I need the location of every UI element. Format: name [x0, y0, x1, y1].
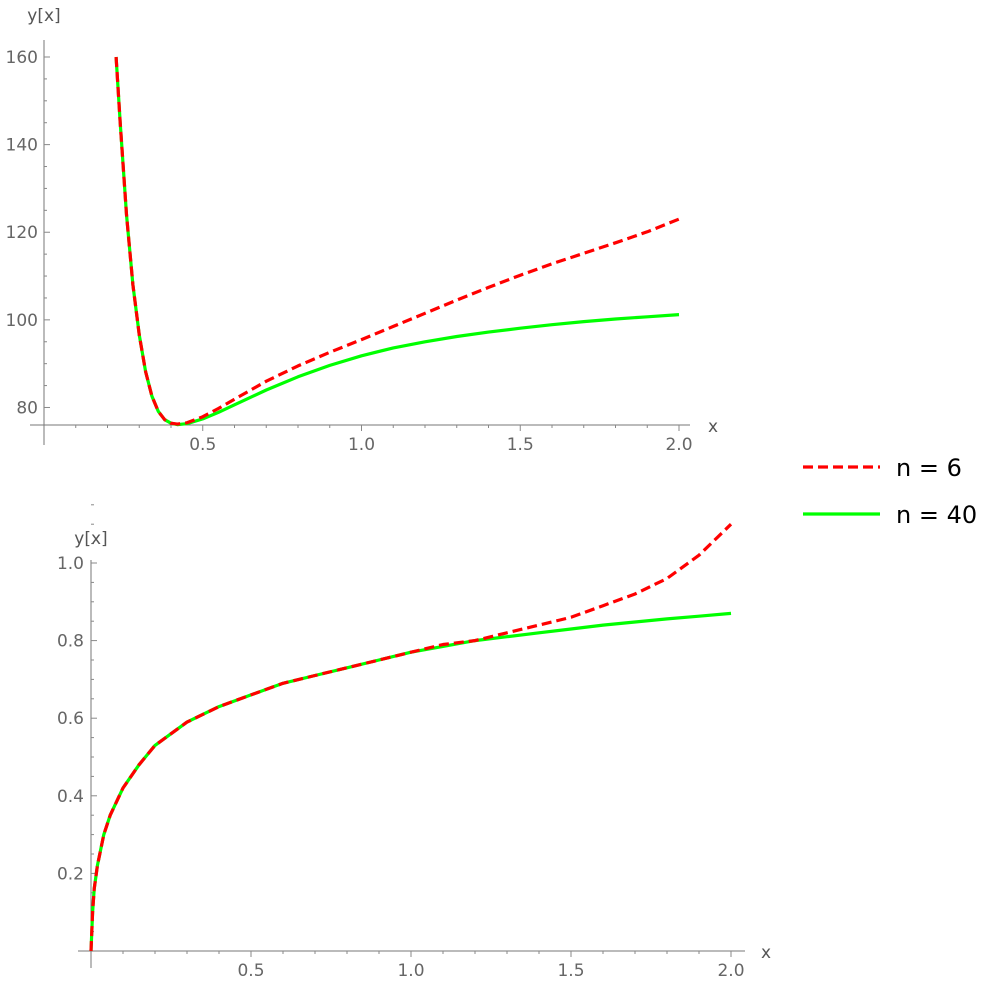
legend: n = 6 n = 40 [803, 454, 977, 529]
y-tick-label: 1.0 [57, 554, 84, 574]
y-tick-label: 80 [16, 398, 38, 418]
x-tick-label: 1.0 [397, 961, 424, 981]
y-tick-label: 0.8 [57, 632, 84, 652]
top-plot: 0.5 1.0 1.5 2.0 80 100 120 140 160 x y[x] [6, 6, 718, 455]
series-line-n6 [114, 56, 680, 426]
y-tick-label: 140 [6, 136, 38, 156]
x-axis-label: x [708, 417, 718, 437]
x-tick-label: 1.0 [348, 435, 375, 455]
x-tick-label: 2.0 [665, 435, 692, 455]
y-tick-label: 160 [6, 48, 38, 68]
series-line-n40 [89, 611, 732, 952]
legend-label-n40: n = 40 [896, 501, 977, 529]
x-axis-label: x [761, 943, 771, 963]
bottom-plot: 0.5 1.0 1.5 2.0 0.2 0.4 0.6 0.8 1.0 x y[x] [57, 504, 771, 981]
x-tick-label: 1.5 [557, 961, 584, 981]
y-tick-label: 0.6 [57, 709, 84, 729]
series-line-n40 [114, 56, 680, 427]
y-axis-label: y[x] [27, 6, 60, 26]
y-tick-label: 0.4 [57, 787, 84, 807]
y-tick-label: 120 [6, 223, 38, 243]
x-tick-label: 0.5 [237, 961, 264, 981]
legend-label-n6: n = 6 [896, 454, 962, 482]
x-tick-label: 0.5 [189, 435, 216, 455]
y-axis-label: y[x] [74, 529, 107, 549]
x-tick-label: 1.5 [507, 435, 534, 455]
x-tick-label: 2.0 [717, 961, 744, 981]
y-tick-label: 0.2 [57, 864, 84, 884]
y-tick-label: 100 [6, 311, 38, 331]
series-line-n6 [89, 523, 733, 952]
